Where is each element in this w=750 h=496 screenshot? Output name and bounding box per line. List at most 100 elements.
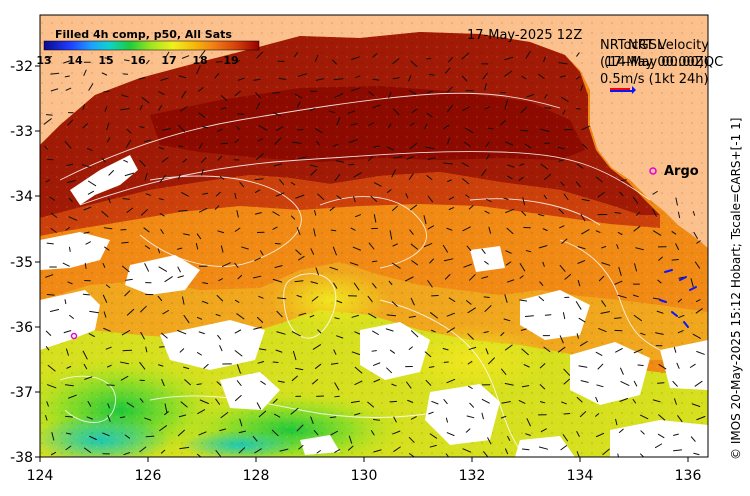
current-vector: [254, 178, 264, 181]
current-vector: [386, 146, 394, 151]
current-vector: [85, 241, 91, 245]
current-vector: [310, 281, 318, 284]
current-vector: [198, 431, 207, 436]
lon-label: 124: [27, 468, 54, 484]
current-vector: [562, 110, 566, 115]
current-vector: [371, 350, 377, 352]
current-vector: [273, 163, 283, 167]
current-vector: [500, 415, 507, 419]
current-vector: [140, 305, 147, 313]
current-vector: [47, 364, 56, 372]
current-vector: [409, 142, 418, 150]
current-vector: [198, 142, 203, 149]
current-vector: [162, 128, 171, 131]
current-vector: [295, 194, 305, 199]
current-vector: [411, 108, 418, 114]
current-vector: [82, 350, 88, 360]
current-vector: [524, 315, 534, 318]
current-vector: [178, 209, 188, 212]
current-vector: [65, 432, 72, 435]
current-vector: [657, 433, 665, 439]
current-vector: [45, 414, 48, 421]
current-vector: [257, 361, 265, 364]
current-vector: [144, 263, 149, 272]
current-vector: [121, 94, 129, 98]
current-vector: [234, 299, 240, 303]
velocity-scale-label: 0.5m/s (1kt 24h): [600, 72, 709, 87]
current-vector: [462, 178, 470, 185]
current-vector: [334, 317, 340, 320]
current-vector: [254, 448, 262, 454]
current-vector: [351, 56, 360, 61]
current-vector: [197, 409, 206, 415]
current-vector: [178, 124, 185, 133]
current-vector: [198, 207, 208, 213]
current-vector: [484, 305, 492, 312]
current-vector: [312, 344, 321, 350]
current-vector: [408, 173, 414, 180]
current-vector: [519, 263, 526, 272]
current-vector: [160, 449, 166, 454]
current-vector: [276, 310, 283, 318]
current-vector: [504, 344, 513, 351]
current-vector: [404, 276, 414, 282]
current-vector: [354, 412, 361, 416]
current-vector: [652, 208, 657, 217]
lon-axis-labels: 124 126 128 130 132 134 136: [27, 468, 702, 484]
argo-float-marker[interactable]: [649, 167, 657, 175]
argo-float-marker-west[interactable]: [70, 332, 78, 340]
current-vector: [447, 179, 452, 183]
current-vector: [64, 299, 67, 305]
velocity-source-label-2: NRT Velocity: [628, 38, 709, 53]
current-vector: [526, 94, 535, 98]
current-vector: [139, 398, 144, 403]
current-vector: [355, 75, 361, 78]
current-vector: [237, 364, 241, 374]
current-vector: [559, 225, 565, 229]
plot-frame: [39, 14, 709, 458]
current-vector: [217, 155, 223, 161]
current-vector: [258, 125, 268, 131]
current-vector: [140, 331, 145, 340]
current-vector: [103, 227, 113, 230]
current-vector: [217, 334, 222, 340]
current-vector: [177, 429, 185, 437]
current-vector: [652, 399, 661, 403]
current-vector: [392, 243, 398, 247]
cloud-gaps: [40, 155, 708, 457]
current-vector: [107, 364, 112, 368]
current-vector: [691, 403, 701, 407]
current-vector: [182, 296, 185, 305]
current-vector: [632, 294, 639, 298]
colorbar-tick: 16: [130, 54, 146, 67]
current-vector: [50, 88, 59, 92]
current-vector: [563, 378, 570, 385]
current-vector: [386, 189, 392, 193]
current-vector: [542, 228, 548, 231]
current-vector: [176, 247, 183, 250]
current-vector: [310, 416, 314, 424]
current-vector: [616, 244, 619, 249]
current-vector: [388, 92, 392, 99]
current-vector: [179, 446, 190, 450]
current-vector: [234, 350, 243, 357]
current-vector: [333, 143, 339, 147]
current-vector: [314, 209, 317, 216]
current-vector: [465, 428, 471, 433]
current-vector: [488, 226, 491, 234]
current-vector: [501, 368, 507, 375]
current-vector: [348, 435, 353, 444]
current-vector: [520, 129, 529, 132]
current-vector: [87, 190, 94, 195]
current-vector: [580, 380, 589, 383]
current-vector: [426, 175, 433, 180]
current-vector: [274, 265, 283, 268]
current-vector: [372, 145, 380, 148]
current-vector: [601, 246, 607, 249]
current-vector: [298, 312, 307, 316]
current-vector: [561, 401, 567, 405]
current-vector: [45, 114, 53, 116]
current-vector: [392, 430, 401, 435]
current-vector: [351, 314, 359, 318]
current-vector: [336, 195, 342, 200]
